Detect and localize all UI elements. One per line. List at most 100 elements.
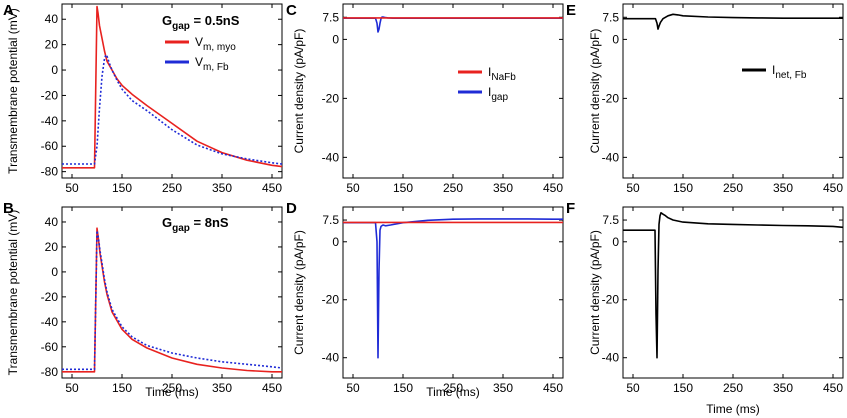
- y-tick-label: -20: [322, 91, 340, 105]
- x-tick-label: 450: [543, 381, 563, 395]
- legend-subscript: net, Fb: [775, 70, 807, 81]
- x-tick-label: 450: [262, 181, 282, 195]
- x-axis-label: Time (ms): [706, 402, 760, 416]
- y-tick-label: 20: [45, 38, 59, 52]
- x-tick-label: 450: [543, 181, 563, 195]
- x-tick-label: 150: [112, 381, 132, 395]
- y-tick-label: -60: [41, 340, 59, 354]
- x-tick-label: 50: [65, 381, 79, 395]
- legend-main: V: [195, 35, 203, 49]
- x-tick-label: 50: [626, 181, 640, 195]
- x-tick-label: 350: [212, 181, 232, 195]
- y-axis-label: Transmembrane potential (mV): [6, 210, 20, 376]
- gap-conductance-annotation: Ggap = 0.5nS: [162, 13, 240, 32]
- y-tick-label: 0: [332, 32, 339, 46]
- panel-label: E: [566, 2, 576, 19]
- y-tick-label: 7.5: [602, 213, 619, 227]
- y-tick-label: -80: [41, 165, 59, 179]
- y-tick-label: -20: [322, 293, 340, 307]
- x-tick-label: 250: [443, 181, 463, 195]
- x-axis-label: Time (ms): [426, 385, 480, 399]
- y-axis-label: Current density (pA/pF): [588, 29, 602, 154]
- x-tick-label: 350: [773, 381, 793, 395]
- legend-entry: Vm, Fb: [195, 55, 229, 73]
- y-tick-label: -60: [41, 139, 59, 153]
- panel-label: A: [3, 2, 14, 19]
- gap-conductance-annotation: Ggap = 8nS: [162, 215, 229, 234]
- plot-frame: [622, 3, 844, 179]
- panel-label: B: [3, 200, 14, 217]
- x-tick-label: 250: [723, 381, 743, 395]
- panel-label: D: [286, 200, 297, 217]
- y-tick-label: -40: [322, 150, 340, 164]
- y-tick-label: -40: [602, 150, 620, 164]
- y-axis-label: Current density (pA/pF): [588, 230, 602, 355]
- x-tick-label: 450: [823, 181, 843, 195]
- x-tick-label: 150: [112, 181, 132, 195]
- annotation-subscript: gap: [172, 21, 190, 32]
- y-tick-label: -20: [41, 290, 59, 304]
- x-tick-label: 350: [212, 381, 232, 395]
- x-tick-label: 50: [65, 181, 79, 195]
- y-tick-label: 7.5: [322, 10, 339, 24]
- panel-label: C: [286, 2, 297, 19]
- panel-label: F: [566, 200, 575, 217]
- panel-d: D Current density (pA/pF) Time (ms) 50 150 25…: [286, 200, 564, 399]
- x-tick-label: 50: [346, 181, 360, 195]
- y-axis-label: Transmembrane potential (mV): [6, 8, 20, 174]
- series-line-igap: [343, 218, 563, 359]
- panel-c: C Current density (pA/pF) 50 150 250 350 450 7.…: [286, 2, 564, 195]
- y-tick-label: 40: [45, 215, 59, 229]
- y-tick-label: 0: [612, 235, 619, 249]
- y-tick-label: -20: [41, 88, 59, 102]
- y-tick-label: -20: [602, 293, 620, 307]
- x-tick-label: 150: [673, 381, 693, 395]
- x-tick-label: 250: [162, 381, 182, 395]
- y-tick-label: 0: [612, 32, 619, 46]
- x-tick-label: 250: [443, 381, 463, 395]
- x-tick-label: 350: [493, 181, 513, 195]
- y-tick-label: 7.5: [322, 213, 339, 227]
- legend-subscript: m, Fb: [203, 62, 229, 73]
- y-tick-label: -80: [41, 365, 59, 379]
- annotation-value: = 8nS: [190, 215, 229, 230]
- x-tick-label: 150: [393, 381, 413, 395]
- x-tick-label: 50: [626, 381, 640, 395]
- y-tick-label: 20: [45, 240, 59, 254]
- annotation-main: G: [162, 13, 172, 28]
- x-tick-label: 150: [393, 181, 413, 195]
- x-tick-label: 250: [723, 181, 743, 195]
- y-tick-label: 0: [51, 63, 58, 77]
- x-tick-label: 250: [162, 181, 182, 195]
- y-axis-label: Current density (pA/pF): [292, 230, 306, 355]
- panel-e: E Current density (pA/pF) 50 150 250 350 450 7.…: [566, 2, 844, 195]
- x-tick-label: 350: [773, 181, 793, 195]
- y-tick-label: -40: [322, 351, 340, 365]
- y-tick-label: 40: [45, 12, 59, 26]
- legend-entry: INaFb: [488, 65, 516, 83]
- y-tick-label: -40: [41, 114, 59, 128]
- series-line-vm-myo: [62, 227, 282, 373]
- x-tick-label: 450: [262, 381, 282, 395]
- panel-f: F Current density (pA/pF) Time (ms) 50 150 25…: [566, 200, 844, 416]
- legend-subscript: gap: [491, 92, 508, 103]
- y-tick-label: 0: [51, 265, 58, 279]
- x-tick-label: 50: [346, 381, 360, 395]
- annotation-value: = 0.5nS: [190, 13, 240, 28]
- y-tick-label: -40: [41, 315, 59, 329]
- y-tick-label: 7.5: [602, 10, 619, 24]
- y-tick-label: -20: [602, 91, 620, 105]
- legend-entry: Igap: [488, 85, 508, 103]
- series-line-igap: [343, 16, 563, 33]
- legend-entry: Vm, myo: [195, 35, 236, 53]
- annotation-main: G: [162, 215, 172, 230]
- annotation-subscript: gap: [172, 223, 190, 234]
- legend-main: V: [195, 55, 203, 69]
- legend-main: I: [488, 85, 491, 99]
- x-tick-label: 350: [493, 381, 513, 395]
- x-tick-label: 450: [823, 381, 843, 395]
- legend-entry: Inet, Fb: [772, 63, 807, 81]
